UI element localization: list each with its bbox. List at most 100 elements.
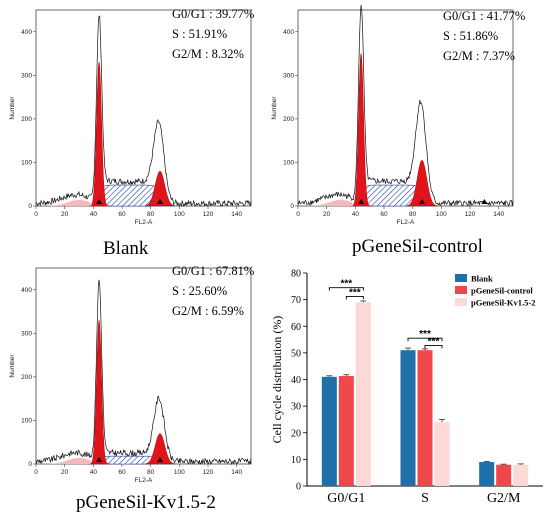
bar-category-label: S: [421, 491, 429, 506]
peak-marker-1: [358, 199, 365, 204]
significance-bracket: [345, 295, 364, 300]
x-tick-label: 20: [323, 211, 331, 218]
g2-peak: [406, 160, 438, 207]
histogram-panel-2: 0 20 40 60 80 100 120 140 0 100 200 300 400 FL2-A Numb…: [271, 4, 514, 226]
x-tick-label: 120: [203, 211, 214, 218]
x-tick-label: 0: [34, 469, 38, 476]
panel-3-stats: G0/G1 : 67.81% S : 25.60% G2/M : 6.59%: [172, 261, 254, 321]
x-tick-label: 80: [147, 469, 155, 476]
panel-3-g2m: G2/M : 6.59%: [172, 304, 244, 318]
x-tick-label: 120: [465, 211, 476, 218]
peak-marker-1: [96, 199, 103, 204]
panel-3-g0g1: G0/G1 : 67.81%: [172, 264, 255, 278]
x-tick-label: 20: [61, 469, 69, 476]
panel-2-stats: G0/G1 : 41.77% S : 51.86% G2/M : 7.37%: [443, 6, 525, 66]
debris-area: [36, 199, 91, 206]
y-tick-label: 300: [283, 72, 294, 79]
x-tick-label: 100: [174, 469, 185, 476]
bar-y-tick-label: 60: [291, 322, 301, 333]
panel-3-s: S : 25.60%: [172, 284, 228, 298]
panel-1-g0g1: G0/G1 : 39.77%: [172, 7, 255, 21]
bar-G2/M-2: [496, 464, 512, 486]
g1-peak: [349, 53, 373, 207]
bar-G2/M-1: [479, 462, 495, 486]
x-tick-label: 60: [118, 469, 126, 476]
x-tick-label: 20: [61, 211, 69, 218]
panel-1-g2m: G2/M : 8.32%: [172, 47, 244, 61]
y-tick-label: 100: [21, 159, 32, 166]
significance-bracket: [424, 344, 443, 349]
bar-S-1: [400, 350, 416, 486]
raw-histogram-line: [35, 279, 252, 466]
x-tick-label: 40: [90, 211, 98, 218]
bar-category-label: G2/M: [487, 491, 521, 506]
x-tick-label: 140: [493, 211, 504, 218]
significance-bracket: [407, 337, 443, 342]
panel-2-s: S : 51.86%: [443, 29, 499, 43]
bar-y-tick-label: 70: [291, 295, 301, 306]
y-tick-label: 0: [28, 203, 32, 210]
panel-1-title: Blank: [103, 238, 149, 259]
x-tick-label: 140: [231, 469, 242, 476]
x-tick-label: 60: [118, 211, 126, 218]
peak-marker-2: [418, 199, 425, 204]
y-axis-label: Number: [9, 354, 16, 378]
bar-y-tick-label: 40: [291, 375, 301, 386]
x-tick-label: 80: [409, 211, 417, 218]
bar-S-3: [434, 422, 450, 486]
peak-marker-1: [96, 457, 103, 462]
legend-swatch-3: [455, 298, 467, 306]
bar-y-tick-label: 30: [291, 402, 301, 413]
peak-marker-2: [156, 199, 163, 204]
panel-2-g0g1: G0/G1 : 41.77%: [443, 9, 526, 23]
bar-chart: 0 10 20 30 40 50 60 70 80 Cell cycle distribution…: [270, 269, 543, 506]
y-tick-label: 200: [21, 116, 32, 123]
y-tick-label: 200: [21, 374, 32, 381]
bar-y-tick-label: 50: [291, 348, 301, 359]
debris-area: [298, 199, 353, 206]
y-tick-label: 400: [21, 287, 32, 294]
x-tick-label: 0: [34, 211, 38, 218]
significance-label: ***: [340, 279, 352, 290]
bar-G0/G1-2: [338, 376, 354, 486]
legend-label-3: pGeneSil-Kv1.5-2: [471, 298, 535, 308]
x-tick-label: 40: [90, 469, 98, 476]
x-tick-label: 100: [174, 211, 185, 218]
bar-y-tick-label: 10: [291, 455, 301, 466]
y-tick-label: 200: [283, 116, 294, 123]
g1-peak: [87, 320, 111, 465]
x-tick-label: 0: [296, 211, 300, 218]
y-tick-label: 400: [21, 29, 32, 36]
debris-area: [36, 457, 91, 464]
panel-1-s: S : 51.91%: [172, 27, 228, 41]
legend-label-2: pGeneSil-control: [471, 286, 533, 296]
significance-label: ***: [428, 336, 440, 347]
bar-y-axis-label: Cell cycle distribution (%): [270, 316, 284, 444]
legend-label-1: Blank: [471, 274, 493, 284]
panel-2-g2m: G2/M : 7.37%: [443, 49, 515, 63]
g1-peak: [87, 62, 111, 207]
x-axis-label: FL2-A: [135, 477, 153, 484]
y-axis-label: Number: [271, 96, 278, 120]
y-tick-label: 0: [28, 461, 32, 468]
bar-category-label: G0/G1: [327, 491, 365, 506]
x-tick-label: 120: [203, 469, 214, 476]
x-tick-label: 140: [231, 211, 242, 218]
histogram-panel-1: 0 20 40 60 80 100 120 140 0 100 200 300 400 FL2-A Numb…: [9, 9, 252, 226]
legend-swatch-1: [455, 274, 467, 282]
legend-swatch-2: [455, 286, 467, 294]
y-tick-label: 0: [290, 203, 294, 210]
bar-S-2: [417, 350, 433, 486]
bar-y-tick-label: 20: [291, 428, 301, 439]
histogram-panel-3: 0 20 40 60 80 100 120 140 0 100 200 300 400 FL2-A Numb…: [9, 267, 252, 484]
significance-label: ***: [349, 287, 361, 298]
panel-1-stats: G0/G1 : 39.77% S : 51.91% G2/M : 8.32%: [172, 4, 254, 64]
raw-histogram-line: [35, 15, 252, 208]
raw-histogram-line: [297, 4, 514, 207]
x-tick-label: 80: [147, 211, 155, 218]
x-tick-label: 60: [380, 211, 388, 218]
bar-y-tick-label: 0: [296, 482, 301, 493]
bar-G2/M-3: [513, 464, 529, 486]
bar-G0/G1-3: [355, 302, 371, 486]
